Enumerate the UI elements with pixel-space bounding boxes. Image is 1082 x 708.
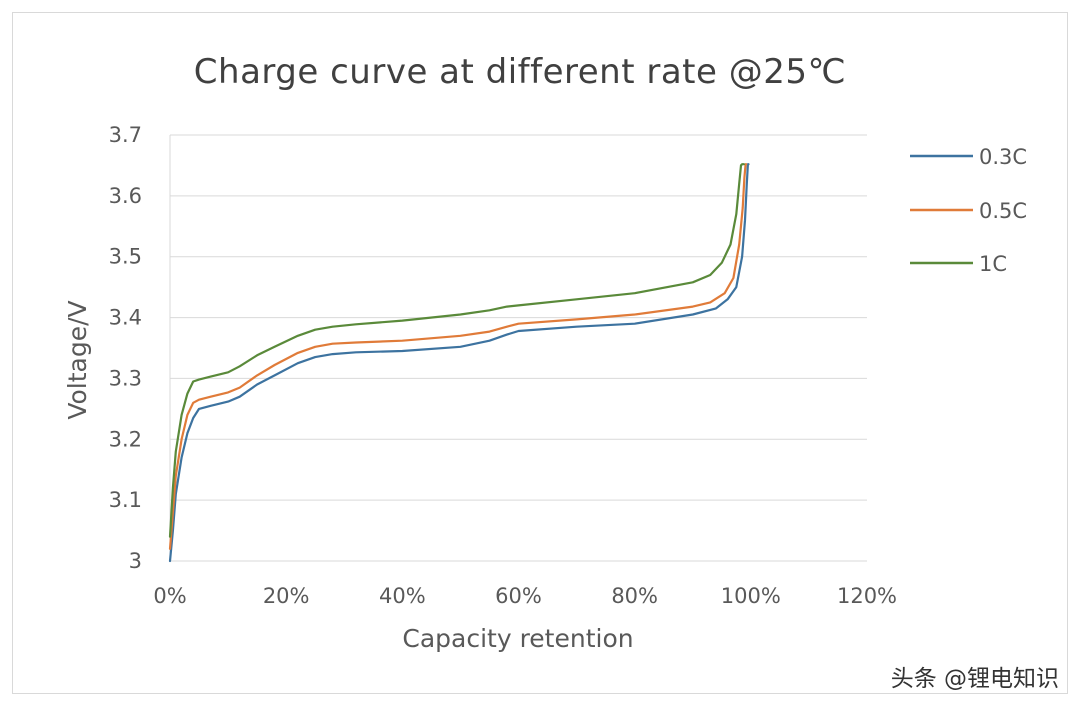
y-tick-label: 3.5 [109, 245, 142, 269]
watermark: 头条 @锂电知识 [891, 666, 1059, 692]
x-tick-label: 100% [721, 584, 781, 608]
legend-label: 0.5C [979, 199, 1027, 223]
series-line-0.5C [168, 163, 748, 550]
y-tick-label: 3.1 [109, 488, 142, 512]
y-tick-label: 3.4 [109, 306, 142, 330]
chart: 3 3.1 3.2 3.3 3.4 3.5 3.6 3.7 0% 20% 40% 60% 80% 100… [63, 52, 1059, 692]
y-tick-label: 3 [129, 549, 142, 573]
y-tick-label: 3.6 [109, 184, 142, 208]
y-tick-label: 3.3 [109, 366, 142, 390]
series-line-1C [168, 163, 746, 538]
x-tick-label: 0% [153, 584, 186, 608]
x-tick-label: 80% [611, 584, 658, 608]
series-layer [168, 163, 750, 563]
chart-frame: 3 3.1 3.2 3.3 3.4 3.5 3.6 3.7 0% 20% 40% 60% 80% 100… [12, 12, 1068, 694]
y-tick-label: 3.7 [109, 123, 142, 147]
x-tick-label: 60% [495, 584, 542, 608]
x-tick-label: 40% [379, 584, 426, 608]
grid-layer [169, 134, 867, 562]
legend-label: 1C [979, 252, 1007, 276]
y-axis-label: Voltage/V [63, 300, 92, 419]
x-axis: 0% 20% 40% 60% 80% 100% 120% [153, 584, 897, 608]
x-tick-label: 120% [837, 584, 897, 608]
x-axis-label: Capacity retention [402, 624, 633, 653]
x-tick-label: 20% [263, 584, 310, 608]
y-tick-label: 3.2 [109, 427, 142, 451]
y-axis: 3 3.1 3.2 3.3 3.4 3.5 3.6 3.7 [109, 123, 142, 573]
legend: 0.3C 0.5C 1C [910, 145, 1027, 276]
legend-label: 0.3C [979, 145, 1027, 169]
chart-title: Charge curve at different rate @25℃ [194, 52, 846, 92]
series-line-0.3C [168, 163, 750, 563]
